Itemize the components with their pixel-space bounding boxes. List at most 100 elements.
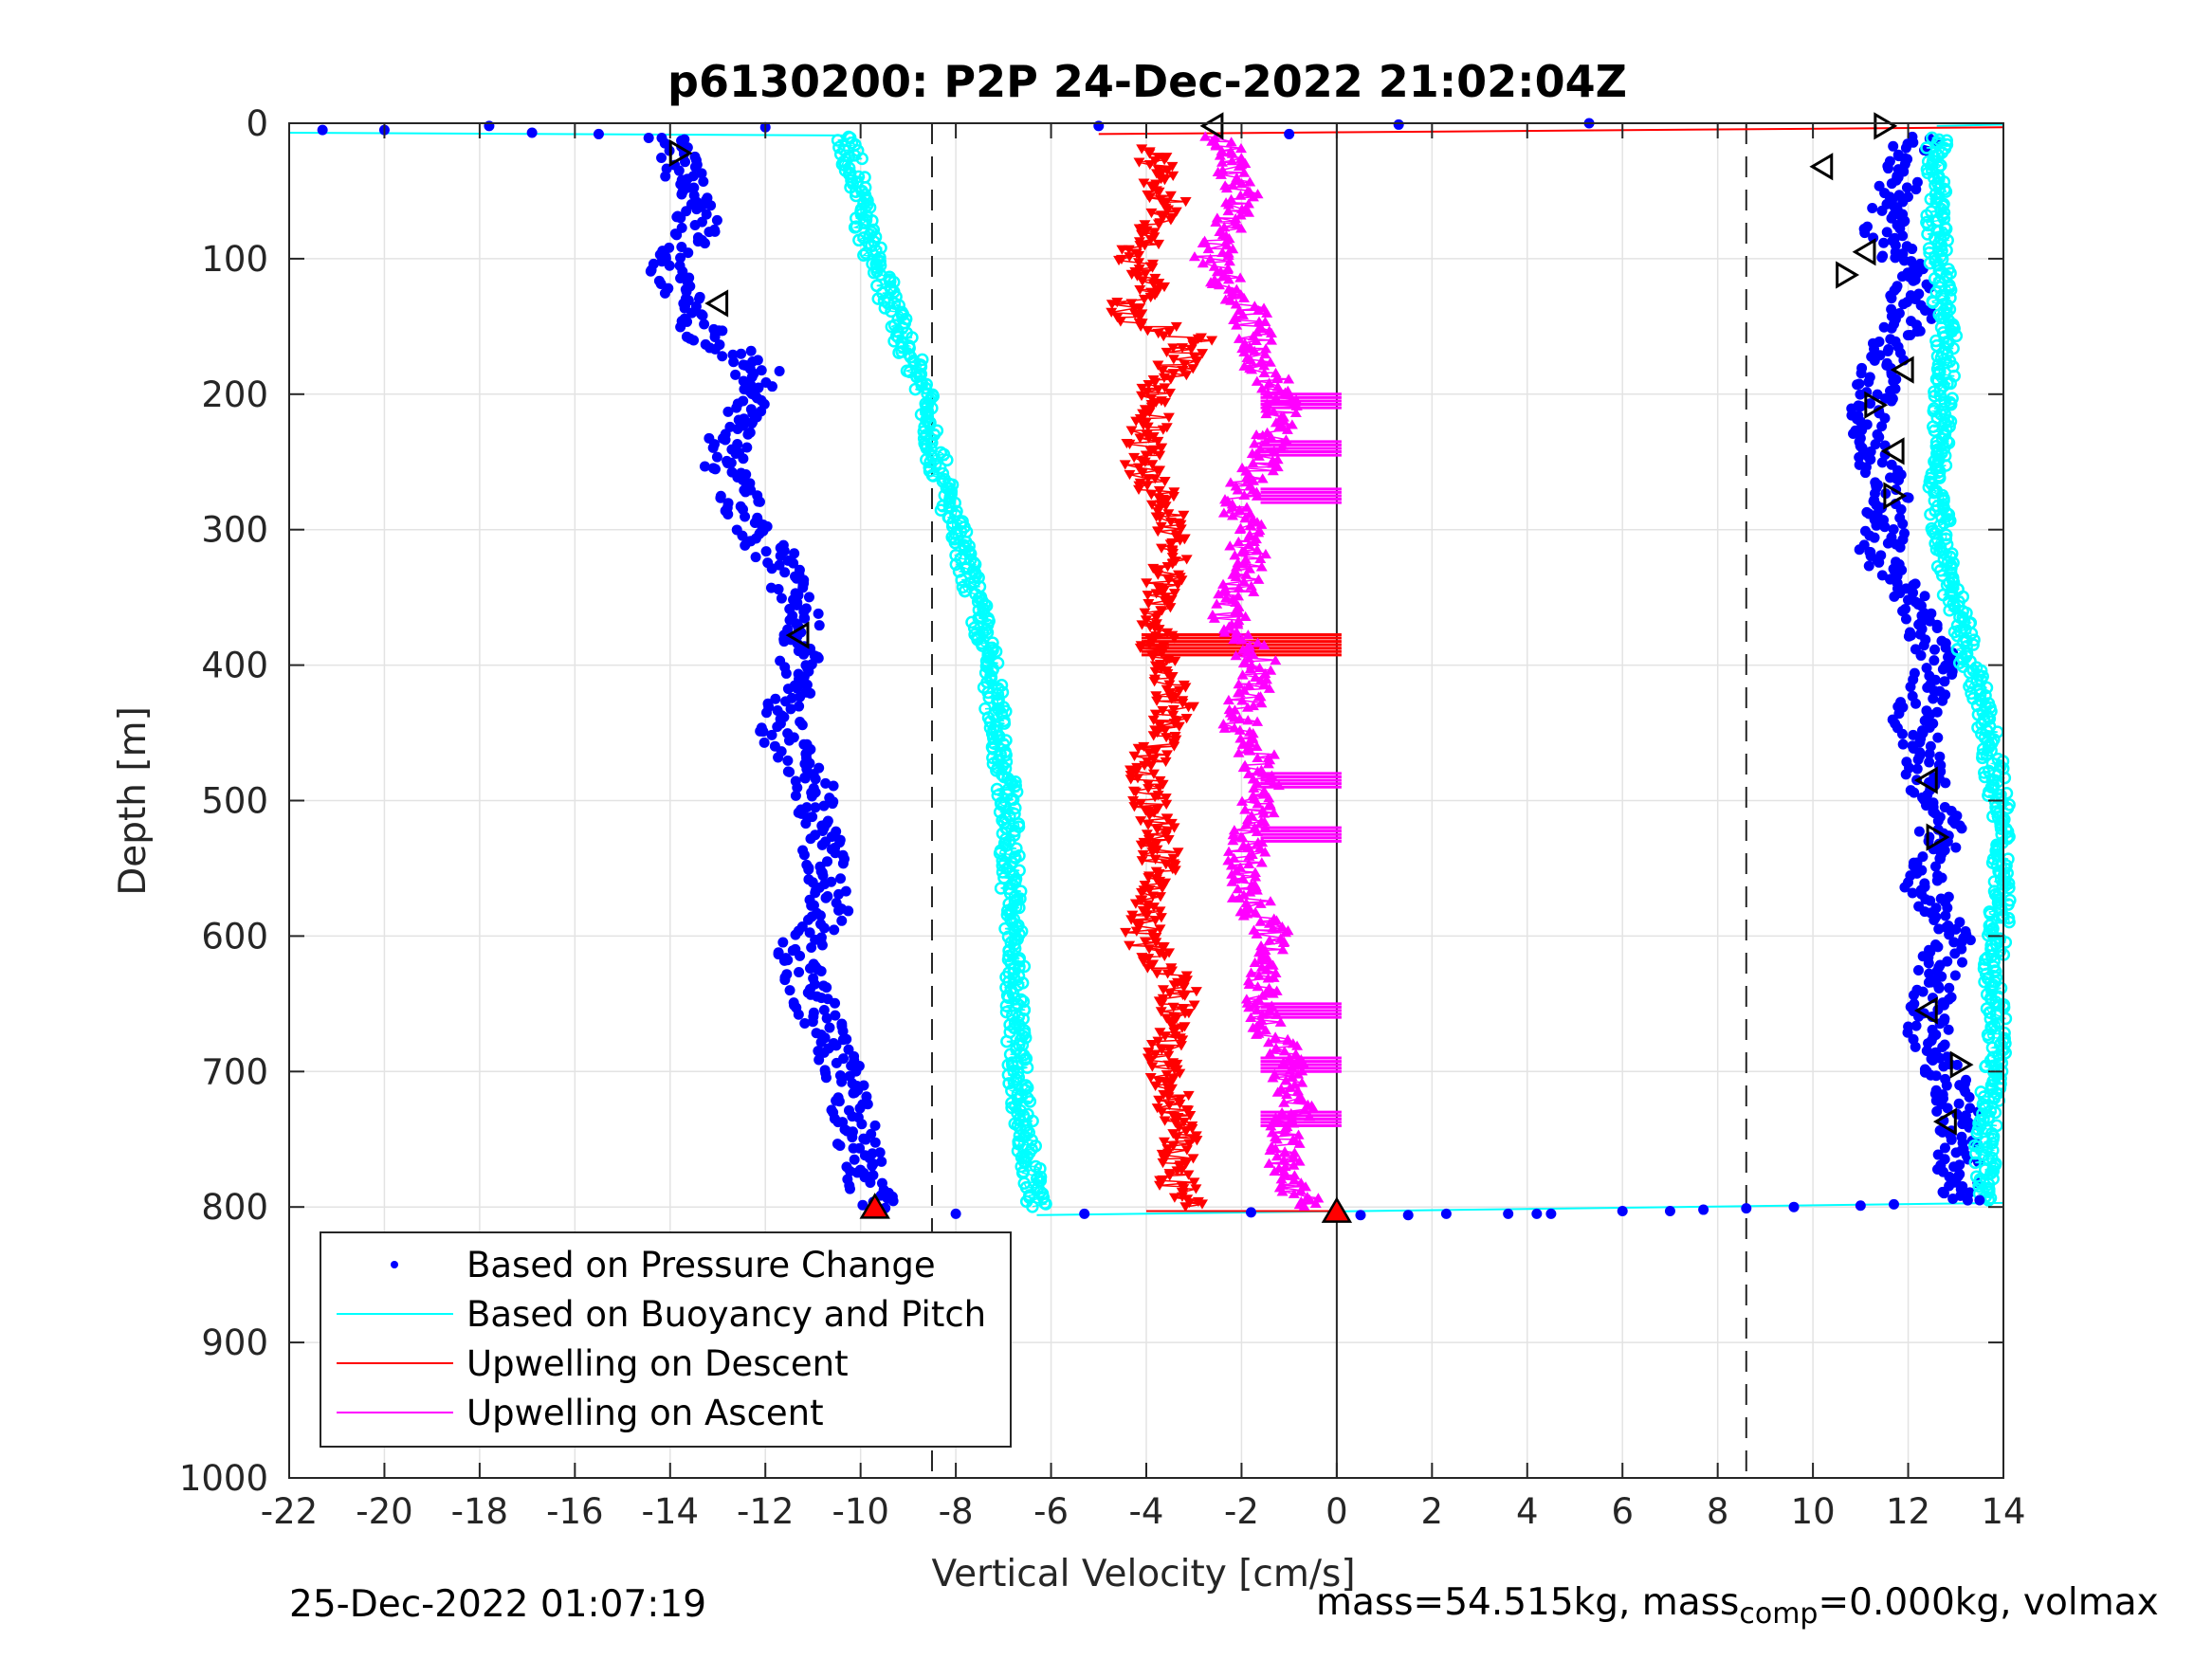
descent-point [1161, 347, 1173, 358]
descent-point [1143, 820, 1155, 830]
ascent-point [1234, 724, 1246, 735]
descent-point [1134, 433, 1146, 444]
pressure-point [1942, 1103, 1953, 1114]
surface-pressure-point [679, 134, 690, 145]
footer-timestamp: 25-Dec-2022 01:07:19 [289, 1583, 707, 1626]
descent-point [1136, 887, 1148, 899]
ascent-point [1295, 1185, 1307, 1195]
descent-point [1149, 474, 1161, 484]
descent-point [1144, 1055, 1157, 1066]
buoyancy-point [848, 221, 862, 234]
buoyancy-point [831, 134, 845, 147]
pressure-point [1894, 541, 1906, 553]
pressure-point [1908, 275, 1919, 286]
pressure-point [1899, 882, 1910, 893]
buoyancy-point [857, 248, 870, 263]
buoyancy-point [1026, 1200, 1039, 1213]
ascent-point [1228, 825, 1240, 835]
descent-point [1154, 450, 1166, 461]
ascent-point [1226, 155, 1238, 166]
ascent-point [1280, 927, 1292, 938]
descent-point [1137, 905, 1149, 917]
descent-point [1168, 1193, 1180, 1203]
pressure-point [779, 567, 791, 578]
descent-point [1135, 840, 1147, 850]
mass-text: mass=54.515kg, mass [1316, 1581, 1740, 1624]
x-tick-label: 6 [1611, 1491, 1634, 1532]
pressure-point [1940, 777, 1951, 789]
surface-pressure-point [1393, 118, 1404, 130]
buoyancy-point [2001, 801, 2015, 815]
pressure-point [722, 406, 734, 417]
ascent-point [1292, 1068, 1305, 1079]
ascent-point [1259, 822, 1271, 832]
descent-point [1146, 263, 1159, 273]
descent-point [1142, 387, 1154, 398]
ascent-point [1248, 782, 1260, 793]
pressure-point [1937, 664, 1948, 675]
descent-point [1145, 490, 1158, 501]
pressure-point [1934, 853, 1946, 865]
descent-point [1143, 192, 1156, 204]
pressure-point [1949, 948, 1961, 959]
descent-point [1145, 1040, 1158, 1050]
descent-point [1160, 757, 1172, 768]
ascent-point [1243, 539, 1255, 550]
buoyancy-point [1938, 395, 1952, 409]
descent-point [1136, 383, 1148, 394]
pressure-point [1878, 321, 1890, 333]
descent-point [1168, 633, 1180, 644]
descent-point [1143, 159, 1156, 171]
pressure-point [1876, 205, 1888, 216]
pressure-point [818, 800, 830, 811]
pressure-point [776, 592, 787, 604]
descent-point [1113, 255, 1125, 266]
descent-point [1156, 543, 1168, 554]
legend-entry-descent: Upwelling on Descent [337, 1343, 849, 1384]
ascent-point [1248, 586, 1260, 597]
bottom-pressure-point [1245, 1207, 1256, 1218]
descent-point [1133, 157, 1145, 168]
pressure-point [1932, 732, 1944, 743]
pressure-point [697, 310, 708, 321]
pressure-point [709, 331, 721, 342]
pressure-point [833, 888, 845, 900]
pressure-point [827, 798, 838, 810]
pressure-point [1929, 655, 1940, 666]
pressure-point [820, 1072, 832, 1084]
ascent-point [1255, 815, 1268, 827]
ascent-point [1244, 886, 1256, 897]
bottom-pressure-point [1531, 1208, 1543, 1219]
pressure-point [680, 156, 691, 168]
ascent-point [1217, 507, 1230, 518]
x-tick-label: 4 [1516, 1491, 1539, 1532]
buoyancy-point [1966, 638, 1980, 651]
descent-point [1161, 750, 1173, 760]
descent-point [1163, 1171, 1176, 1181]
descent-point [1161, 1069, 1173, 1081]
ascent-point [1223, 846, 1235, 856]
pressure-point [766, 381, 777, 392]
pressure-point [1925, 895, 1936, 906]
pressure-point [745, 345, 757, 356]
ascent-point [1233, 747, 1245, 757]
ascent-point [1285, 1107, 1297, 1119]
ascent-point [1259, 436, 1271, 447]
ascent-point [1284, 1052, 1296, 1063]
descent-point [1147, 715, 1160, 726]
ascent-point [1226, 289, 1238, 300]
y-tick-label: 400 [201, 646, 268, 686]
ascent-point [1234, 713, 1246, 723]
descent-point [1132, 743, 1144, 754]
descent-point [1152, 570, 1164, 580]
pressure-point [1964, 1091, 1975, 1103]
bottom-pressure-point [1617, 1205, 1628, 1216]
buoyancy-point [1952, 656, 1966, 670]
pressure-point [691, 204, 703, 215]
ascent-point [1235, 634, 1248, 645]
ascent-point [1277, 414, 1289, 426]
pressure-point [761, 707, 773, 719]
ascent-point [1233, 333, 1245, 343]
pressure-point [780, 696, 792, 707]
ascent-point [1260, 964, 1272, 975]
